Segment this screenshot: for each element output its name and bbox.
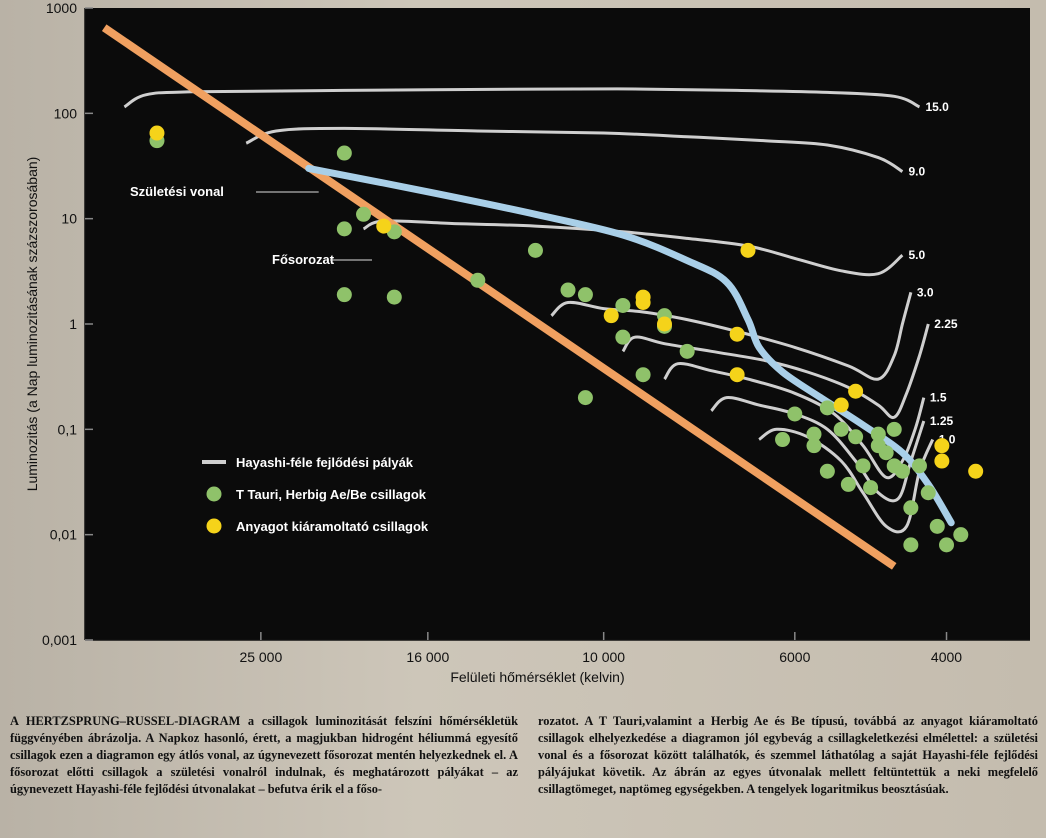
ttauri-star-point	[911, 458, 927, 474]
ttauri-star-point	[920, 485, 936, 501]
track-mass-label: 1.25	[930, 414, 954, 428]
ttauri-star-point	[848, 429, 864, 445]
ttauri-star-point	[833, 421, 849, 437]
outflow-star-point	[729, 326, 745, 342]
track-mass-label: 5.0	[908, 248, 925, 262]
ttauri-star-point	[386, 289, 402, 305]
track-mass-label: 3.0	[917, 285, 934, 299]
track-mass-label: 9.0	[908, 165, 925, 179]
ttauri-star-point	[806, 438, 822, 454]
outflow-star-point	[149, 125, 165, 141]
ttauri-star-point	[863, 480, 879, 496]
ttauri-star-point	[775, 432, 791, 448]
ttauri-star-point	[840, 476, 856, 492]
legend-label: Hayashi-féle fejlődési pályák	[236, 455, 414, 470]
ttauri-star-point	[336, 221, 352, 237]
outflow-star-point	[968, 463, 984, 479]
outflow-star-point	[934, 453, 950, 469]
annotations: Születési vonal Fősorozat	[130, 184, 372, 267]
y-tick-label: 0,001	[42, 632, 77, 648]
ttauri-star-point	[886, 421, 902, 437]
ttauri-star-point	[577, 287, 593, 303]
legend-dot-swatch	[206, 518, 222, 534]
x-tick-label: 16 000	[406, 649, 449, 665]
ttauri-star-point	[577, 390, 593, 406]
outflow-star-point	[603, 308, 619, 324]
ttauri-star-point	[870, 426, 886, 442]
hayashi-track-1.25	[710, 396, 926, 503]
ttauri-star-point	[787, 406, 803, 422]
outflow-star-point	[833, 397, 849, 413]
ttauri-star-point	[939, 537, 955, 553]
outflow-star-point	[740, 242, 756, 258]
y-axis-title: Luminozitás (a Nap luminozitásának százs…	[24, 157, 40, 492]
legend-dot-swatch	[206, 486, 222, 502]
ttauri-star-point	[560, 282, 576, 298]
outflow-star-point	[848, 383, 864, 399]
ttauri-star-point	[336, 287, 352, 303]
ttauri-star-point	[855, 458, 871, 474]
plot-area	[85, 8, 1030, 640]
hayashi-track-3.0	[550, 291, 913, 381]
ttauri-star-point	[615, 329, 631, 345]
y-tick-label: 0,1	[58, 421, 78, 437]
track-mass-label: 1.5	[930, 391, 947, 405]
star-points	[149, 125, 984, 553]
ttauri-star-point	[806, 426, 822, 442]
ttauri-star-point	[819, 463, 835, 479]
ttauri-star-point	[903, 500, 919, 516]
track-mass-label: 2.25	[934, 317, 958, 331]
ttauri-star-point	[953, 527, 969, 543]
ttauri-star-point	[527, 242, 543, 258]
birthline	[305, 164, 955, 527]
ttauri-star-point	[679, 343, 695, 359]
x-tick-label: 4000	[931, 649, 962, 665]
main-sequence-line	[101, 24, 897, 570]
caption-left: A HERTZSPRUNG–RUSSEL-DIAGRAM a csillagok…	[10, 714, 518, 796]
reference-lines	[101, 24, 955, 570]
x-tick-label: 25 000	[239, 649, 282, 665]
y-tick-label: 100	[54, 105, 78, 121]
y-tick-label: 0,01	[50, 527, 77, 543]
x-axis-title: Felületi hőmérséklet (kelvin)	[450, 669, 624, 685]
ttauri-star-point	[929, 518, 945, 534]
x-tick-label: 6000	[779, 649, 810, 665]
main-sequence-annotation: Fősorozat	[272, 252, 335, 267]
ttauri-star-point	[356, 206, 372, 222]
legend: Hayashi-féle fejlődési pályák T Tauri, He…	[202, 455, 429, 534]
y-tick-label: 10	[61, 211, 77, 227]
legend-label: T Tauri, Herbig Ae/Be csillagok	[236, 487, 427, 502]
track-mass-label: 15.0	[925, 100, 949, 114]
caption-right: rozatot. A T Tauri,valamint a Herbig Ae …	[538, 714, 1038, 796]
outflow-star-point	[635, 289, 651, 305]
hayashi-track-15.0	[123, 87, 921, 109]
hayashi-tracks: 15.09.05.03.02.251.51.251.0	[123, 87, 958, 534]
birthline-annotation: Születési vonal	[130, 184, 224, 199]
legend-label: Anyagot kiáramoltató csillagok	[236, 519, 429, 534]
hr-diagram-chart: 15.09.05.03.02.251.51.251.0 10001001010,…	[24, 0, 1030, 685]
hayashi-track-1.0	[758, 427, 935, 534]
hayashi-track-2.25	[621, 323, 930, 420]
ttauri-star-point	[894, 463, 910, 479]
ttauri-star-point	[336, 145, 352, 161]
ttauri-star-point	[878, 445, 894, 461]
x-tick-label: 10 000	[582, 649, 625, 665]
ttauri-star-point	[819, 400, 835, 416]
outflow-star-point	[934, 438, 950, 454]
outflow-star-point	[376, 218, 392, 234]
hayashi-track-5.0	[362, 219, 904, 277]
hayashi-track-9.0	[245, 126, 904, 173]
ttauri-star-point	[903, 537, 919, 553]
ttauri-star-point	[470, 272, 486, 288]
y-tick-label: 1000	[46, 0, 77, 16]
ttauri-star-point	[635, 367, 651, 383]
outflow-star-point	[729, 367, 745, 383]
y-tick-label: 1	[69, 316, 77, 332]
axes: 1000 100 10 1 0,1 0,01 0,001 25 000 16 000 10 000…	[24, 0, 1030, 685]
outflow-star-point	[656, 316, 672, 332]
ttauri-star-point	[615, 297, 631, 313]
